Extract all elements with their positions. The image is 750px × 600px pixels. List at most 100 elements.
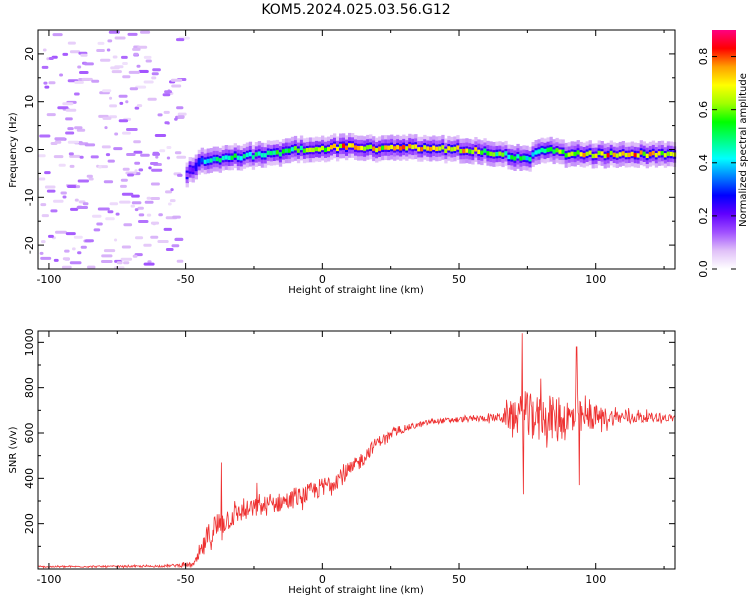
- spectrogram-cell: [143, 80, 154, 84]
- spectrogram-cell: [221, 155, 225, 161]
- spectrogram-cell: [114, 238, 118, 242]
- spectrogram-cell: [129, 87, 138, 91]
- spectrogram-cell: [465, 148, 469, 153]
- spectrogram-cell: [120, 257, 133, 261]
- spectrogram-cell: [561, 149, 565, 154]
- spectrogram-cell: [118, 119, 129, 123]
- spectrogram-cell: [135, 85, 147, 89]
- spectrogram-cell: [411, 144, 415, 150]
- spectrogram-cell: [354, 145, 358, 150]
- spectrogram-cell: [600, 151, 604, 156]
- spectrogram-cell: [357, 146, 361, 151]
- spectrogram-cell: [88, 177, 94, 181]
- spectrogram-cell: [330, 145, 334, 150]
- spectrogram-cell: [122, 167, 130, 171]
- spectrogram-cell: [387, 145, 391, 150]
- spectrogram-cell: [166, 146, 172, 149]
- spectrogram-cell: [152, 222, 156, 226]
- snr-frame: [37, 330, 676, 570]
- spectrogram-cell: [242, 154, 247, 159]
- spectrogram-cell: [41, 65, 49, 69]
- spectrogram-cell: [468, 149, 472, 154]
- spectrogram-cell: [254, 152, 259, 157]
- spectrogram-cell: [194, 164, 198, 169]
- spectrogram-cell: [633, 152, 637, 158]
- spectrogram-cell: [114, 132, 119, 136]
- spectrogram-cell: [140, 153, 150, 157]
- spectrogram-cell: [257, 151, 262, 156]
- spectrogram-cell: [96, 49, 105, 52]
- spectrogram-cell: [393, 146, 397, 151]
- spectrogram-cell: [351, 143, 355, 148]
- spectrogram-cell: [133, 150, 143, 154]
- spectrogram-cell: [203, 159, 207, 164]
- spectrogram-cell: [191, 167, 195, 173]
- spectrogram-cell: [69, 261, 82, 265]
- spectrogram-cell: [672, 152, 677, 157]
- colorbar-gradient: [712, 30, 736, 269]
- spectrogram-cell: [447, 146, 451, 151]
- x-tick-label: 100: [585, 273, 606, 286]
- spectrogram-cell: [501, 152, 505, 157]
- spectrogram-cell: [669, 151, 674, 157]
- spectrogram-cell: [260, 153, 265, 158]
- spectrogram-cell: [177, 112, 187, 116]
- spectrogram-cell: [489, 151, 493, 156]
- spectrogram-cell: [627, 152, 631, 157]
- spectrogram-cell: [121, 55, 128, 59]
- spectrogram-cell: [342, 143, 346, 148]
- spectrogram-cell: [132, 47, 141, 51]
- spectrogram-cell: [525, 156, 529, 161]
- spectrogram-cell: [651, 150, 656, 156]
- spectrogram-cell: [609, 150, 613, 156]
- snr-y-ticks: 200 400 600 800 1000: [23, 328, 675, 547]
- spectrogram-cell: [86, 174, 93, 178]
- spectrogram-cell: [121, 245, 131, 249]
- spectrogram-y-axis-label: Frequency (Hz): [8, 112, 19, 188]
- spectrogram-cell: [157, 113, 163, 117]
- spectrogram-cell: [318, 147, 322, 152]
- spectrogram-cell: [48, 57, 54, 60]
- spectrogram-cell: [174, 151, 182, 155]
- spectrogram-cell: [151, 76, 157, 80]
- spectrogram-cell: [197, 160, 201, 165]
- spectrogram-cell: [74, 126, 83, 130]
- spectrogram-cell: [143, 55, 152, 59]
- spectrogram-cell: [62, 257, 70, 261]
- spectrogram-cell: [69, 154, 81, 158]
- spectrogram-cell: [143, 262, 155, 266]
- spectrogram-cell: [591, 153, 595, 159]
- spectrogram-cell: [105, 153, 111, 157]
- spectrogram-cell: [113, 147, 123, 151]
- spectrogram-cell: [136, 104, 143, 108]
- spectrogram-cell: [170, 188, 174, 192]
- spectrogram-cell: [109, 96, 113, 100]
- spectrogram-cell: [152, 68, 161, 72]
- spectrogram-cell: [378, 146, 382, 151]
- spectrogram-cell: [272, 150, 277, 155]
- spectrogram-cell: [486, 151, 490, 156]
- spectrogram-cell: [507, 154, 511, 160]
- spectrogram-cell: [498, 151, 502, 156]
- spectrogram-cell: [39, 251, 44, 255]
- spectrogram-cell: [98, 165, 102, 169]
- figure-title: KOM5.2024.025.03.56.G12: [261, 2, 450, 18]
- spectrogram-cell: [453, 146, 457, 151]
- spectrogram-cell: [77, 251, 82, 255]
- spectrogram-cell: [348, 143, 352, 148]
- spectrogram-cell: [65, 131, 75, 135]
- x-tick-label: 100: [585, 573, 606, 586]
- spectrogram-cell: [105, 217, 115, 221]
- spectrogram-cell: [122, 62, 128, 65]
- spectrogram-cell: [62, 52, 69, 56]
- spectrogram-cell: [218, 158, 222, 163]
- spectrogram-cell: [84, 143, 96, 147]
- spectrogram-cell: [516, 154, 520, 159]
- spectrogram-y-ticks: -20 -10 0 10 20: [23, 29, 675, 270]
- spectrogram-cell: [171, 244, 180, 248]
- spectrogram-cell: [77, 179, 89, 183]
- spectrogram-cell: [84, 239, 94, 243]
- spectrogram-cell: [176, 38, 185, 42]
- spectrogram-cell: [290, 147, 295, 152]
